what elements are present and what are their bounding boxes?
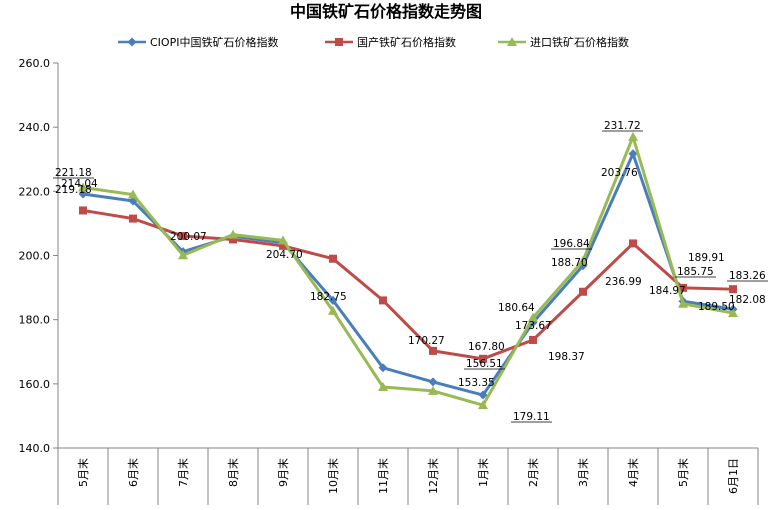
series-line: [82, 152, 734, 397]
series-2: [79, 206, 737, 363]
data-point: [178, 250, 188, 260]
x-tick-label: 7月末: [176, 458, 190, 487]
data-point: [578, 255, 588, 265]
series-3: [78, 131, 738, 410]
data-point: [79, 206, 87, 215]
data-point: [328, 295, 338, 305]
data-point: [428, 377, 438, 387]
data-label: 204.70: [266, 249, 303, 261]
y-tick-label: 200.0: [19, 250, 51, 263]
data-point: [429, 346, 437, 355]
data-label: 180.64: [498, 302, 535, 314]
data-point: [379, 296, 387, 305]
data-point: [229, 235, 237, 244]
data-point: [628, 131, 638, 141]
data-label: 182.08: [729, 294, 766, 306]
x-tick-label: 5月末: [76, 458, 90, 487]
chart-title: 中国铁矿石价格指数走势图: [290, 2, 482, 21]
legend-marker: [335, 38, 343, 46]
series-1: [78, 149, 738, 400]
data-point: [78, 182, 88, 192]
series-line: [82, 135, 734, 407]
data-point: [279, 241, 287, 250]
data-label: 214.04: [61, 178, 98, 190]
data-label: 185.75: [677, 266, 714, 278]
x-tick-label: 12月末: [426, 458, 440, 494]
y-tick-label: 260.0: [19, 57, 51, 70]
data-point: [478, 390, 488, 400]
legend-marker: [507, 37, 517, 46]
data-point: [378, 363, 388, 373]
data-label: 182.75: [310, 291, 347, 303]
legend: CIOPI中国铁矿石价格指数 国产铁矿石价格指数 进口铁矿石价格指数: [118, 35, 629, 49]
data-label: 170.27: [408, 335, 445, 347]
data-point: [629, 239, 637, 248]
data-point: [479, 354, 487, 363]
data-label: 173.67: [515, 320, 552, 332]
data-point: [129, 214, 137, 223]
data-point: [628, 149, 638, 159]
data-point: [128, 189, 138, 199]
data-label: 221.18: [55, 167, 92, 179]
data-label: 203.76: [601, 167, 638, 179]
x-tick-label: 4月末: [626, 458, 640, 487]
x-tick-label: 9月末: [276, 458, 290, 487]
x-tick-label: 2月末: [526, 458, 540, 487]
y-tick-label: 180.0: [19, 314, 51, 327]
legend-marker: [127, 37, 137, 47]
data-label: 196.84: [553, 238, 590, 250]
x-tick-label: 11月末: [376, 458, 390, 494]
data-label: 153.35: [458, 377, 495, 389]
data-label: 200.07: [170, 231, 207, 243]
data-point: [179, 232, 187, 241]
data-point: [478, 400, 488, 410]
data-point: [329, 254, 337, 263]
data-label: 189.50: [698, 301, 735, 313]
data-point: [679, 283, 687, 292]
x-tick-label: 3月末: [576, 458, 590, 487]
data-label: 179.11: [513, 411, 550, 423]
x-tick-label: 10月末: [326, 458, 340, 494]
series-line: [82, 208, 734, 361]
legend-label: CIOPI中国铁矿石价格指数: [150, 35, 278, 49]
y-tick-label: 240.0: [19, 121, 51, 134]
x-tick-label: 8月末: [226, 458, 240, 487]
data-point: [278, 235, 288, 245]
data-label: 189.91: [688, 252, 725, 264]
data-point: [528, 312, 538, 322]
x-tick-label: 6月1日: [727, 458, 740, 494]
legend-label: 国产铁矿石价格指数: [357, 35, 456, 49]
data-point: [529, 335, 537, 344]
axes: 140.0 160.0 180.0 200.0 220.0 240.0 260.0 5月末 6月…: [19, 57, 759, 505]
data-point: [378, 382, 388, 392]
data-point: [579, 287, 587, 296]
data-point: [428, 385, 438, 395]
data-label: 167.80: [468, 341, 505, 353]
data-label: 231.72: [604, 120, 641, 132]
series-layer: [78, 131, 738, 410]
y-tick-label: 160.0: [19, 378, 51, 391]
x-tick-label: 6月末: [126, 458, 140, 487]
data-label: 184.97: [649, 285, 686, 297]
x-tick-label: 1月末: [476, 458, 490, 487]
data-label: 183.26: [729, 270, 766, 282]
data-point: [728, 307, 738, 317]
data-point: [678, 298, 688, 308]
data-label: 156.51: [466, 358, 503, 370]
x-tick-label: 5月末: [676, 458, 690, 487]
data-point: [729, 285, 737, 294]
data-point: [228, 229, 238, 239]
y-tick-label: 220.0: [19, 185, 51, 198]
data-point: [328, 305, 338, 315]
y-tick-label: 140.0: [19, 442, 51, 455]
data-label: 198.37: [548, 351, 585, 363]
data-label: 219.18: [55, 184, 92, 196]
data-label: 188.70: [551, 257, 588, 269]
legend-label: 进口铁矿石价格指数: [530, 35, 629, 49]
data-label: 236.99: [605, 276, 642, 288]
data-point: [78, 189, 88, 199]
